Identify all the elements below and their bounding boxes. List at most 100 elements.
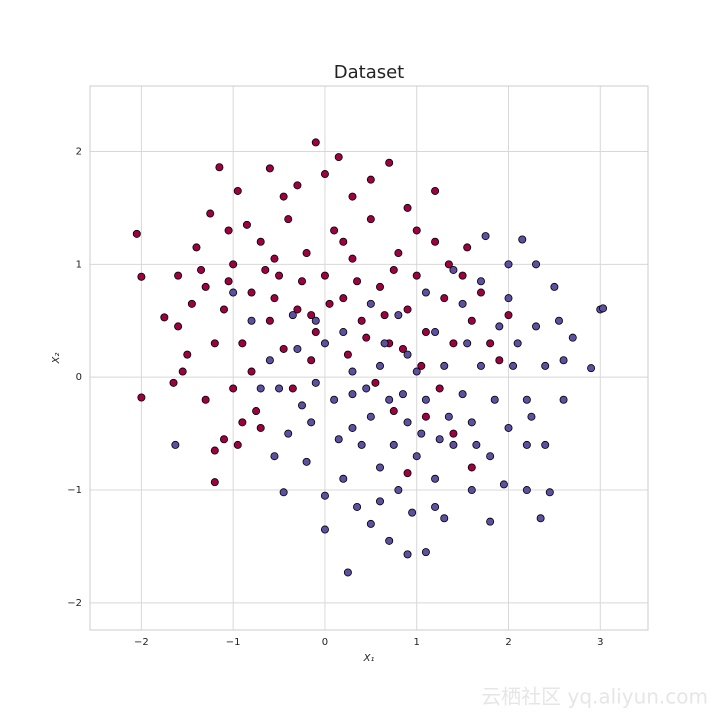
point (320, 170, 329, 179)
point (527, 412, 536, 421)
point (431, 186, 440, 195)
point (330, 226, 339, 235)
point (458, 271, 467, 280)
point (353, 502, 362, 511)
point (449, 265, 458, 274)
x-tick-label: 2 (505, 637, 511, 648)
point (224, 277, 233, 286)
point (357, 316, 366, 325)
y-tick-label: 2 (76, 146, 82, 157)
point (421, 412, 430, 421)
point (435, 384, 444, 393)
point (518, 235, 527, 244)
point (536, 514, 545, 523)
point (385, 395, 394, 404)
point (366, 412, 375, 421)
point (233, 440, 242, 449)
point (554, 316, 563, 325)
point (476, 277, 485, 286)
chart-title: Dataset (334, 62, 405, 83)
point (288, 311, 297, 320)
point (201, 395, 210, 404)
point (348, 254, 357, 263)
point (599, 304, 608, 313)
point (486, 452, 495, 461)
point (270, 294, 279, 303)
point (366, 215, 375, 224)
point (275, 271, 284, 280)
point (201, 282, 210, 291)
point (412, 367, 421, 376)
point (532, 322, 541, 331)
y-tick-label: −2 (67, 598, 82, 609)
point (513, 339, 522, 348)
y-tick-label: 1 (76, 259, 82, 270)
point (394, 486, 403, 495)
point (362, 384, 371, 393)
point (398, 390, 407, 399)
point (458, 299, 467, 308)
point (174, 322, 183, 331)
point (279, 488, 288, 497)
point (320, 491, 329, 500)
point (398, 344, 407, 353)
x-axis-label: X₁ (363, 653, 375, 664)
point (412, 271, 421, 280)
point (219, 435, 228, 444)
point (587, 364, 596, 373)
point (385, 536, 394, 545)
point (545, 488, 554, 497)
point (431, 474, 440, 483)
point (522, 395, 531, 404)
point (247, 367, 256, 376)
point (137, 393, 146, 402)
point (183, 350, 192, 359)
point (504, 423, 513, 432)
point (219, 305, 228, 314)
point (210, 339, 219, 348)
point (559, 356, 568, 365)
point (394, 311, 403, 320)
point (334, 153, 343, 162)
point (481, 232, 490, 241)
point (504, 294, 513, 303)
point (169, 378, 178, 387)
point (325, 299, 334, 308)
point (362, 333, 371, 342)
point (449, 440, 458, 449)
point (408, 508, 417, 517)
point (495, 356, 504, 365)
point (311, 138, 320, 147)
point (490, 395, 499, 404)
point (210, 478, 219, 487)
point (376, 497, 385, 506)
point (261, 265, 270, 274)
point (343, 350, 352, 359)
point (440, 294, 449, 303)
point (412, 226, 421, 235)
point (348, 390, 357, 399)
point (171, 440, 180, 449)
point (440, 361, 449, 370)
point (252, 407, 261, 416)
point (380, 311, 389, 320)
point (320, 271, 329, 280)
x-tick-label: 0 (322, 637, 328, 648)
point (229, 288, 238, 297)
point (431, 502, 440, 511)
point (376, 282, 385, 291)
point (132, 229, 141, 238)
point (463, 339, 472, 348)
point (265, 356, 274, 365)
point (476, 361, 485, 370)
point (192, 243, 201, 252)
point (284, 215, 293, 224)
point (307, 356, 316, 365)
point (343, 568, 352, 577)
point (389, 440, 398, 449)
point (339, 474, 348, 483)
point (288, 384, 297, 393)
point (298, 401, 307, 410)
point (353, 277, 362, 286)
